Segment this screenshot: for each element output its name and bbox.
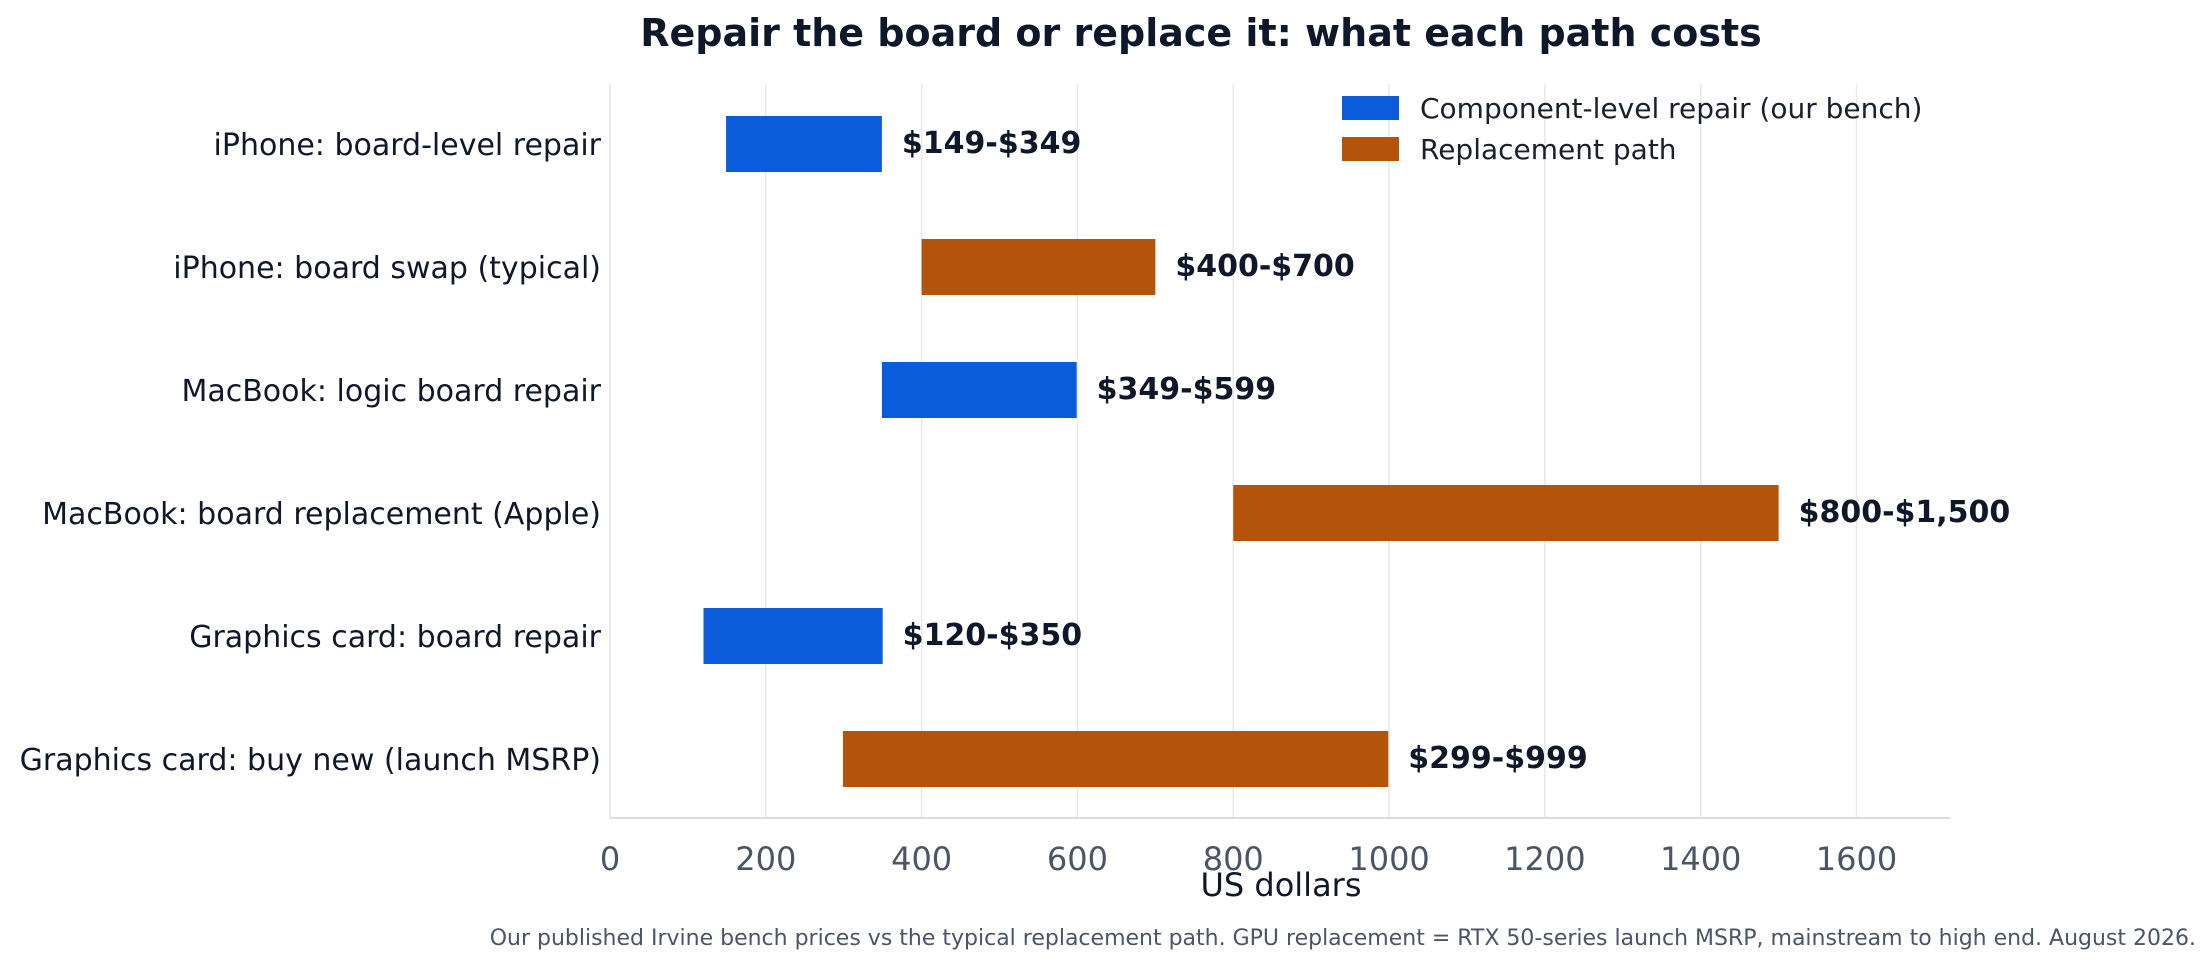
bar-value-label: $400-$700: [1175, 249, 1354, 284]
category-labels: iPhone: board-level repair iPhone: board …: [20, 128, 602, 778]
gridlines: [765, 84, 1858, 818]
x-tick-label: 1600: [1816, 840, 1897, 878]
bar-repair: [726, 116, 882, 172]
category-label: iPhone: board swap (typical): [173, 251, 601, 286]
category-label: MacBook: logic board repair: [181, 374, 601, 409]
category-label: MacBook: board replacement (Apple): [42, 497, 601, 532]
bar-value-label: $149-$349: [902, 126, 1081, 161]
footnote: Our published Irvine bench prices vs the…: [490, 926, 2196, 951]
x-tick-label: 1200: [1504, 840, 1585, 878]
bar-replacement: [1233, 485, 1779, 541]
bar-replacement: [842, 731, 1389, 787]
bars: [703, 116, 1779, 787]
x-axis-title: US dollars: [1200, 866, 1361, 904]
legend-label-replacement: Replacement path: [1420, 133, 1677, 166]
x-axis: 0 200 400 600 800 1000 1200 1400 1600: [600, 84, 1950, 878]
data-labels: $149-$349 $400-$700 $349-$599 $800-$1,500 $1…: [902, 126, 2010, 776]
category-label: iPhone: board-level repair: [214, 128, 602, 163]
x-tick-label: 600: [1047, 840, 1108, 878]
x-tick-label: 0: [600, 840, 620, 878]
legend-label-repair: Component-level repair (our bench): [1420, 92, 1922, 125]
category-label: Graphics card: board repair: [189, 620, 601, 655]
x-tick-label: 400: [891, 840, 952, 878]
bar-repair: [703, 608, 883, 664]
legend-swatch-repair: [1342, 96, 1399, 120]
bar-value-label: $800-$1,500: [1799, 495, 2011, 530]
bar-value-label: $299-$999: [1408, 741, 1587, 776]
x-tick-label: 1000: [1348, 840, 1429, 878]
x-tick-label: 800: [1203, 840, 1264, 878]
x-tick-label: 1400: [1660, 840, 1741, 878]
bar-value-label: $120-$350: [903, 618, 1082, 653]
bar-replacement: [921, 239, 1156, 295]
category-label: Graphics card: buy new (launch MSRP): [20, 743, 601, 778]
bar-repair: [881, 362, 1077, 418]
legend: Component-level repair (our bench) Replac…: [1342, 92, 1922, 166]
bar-value-label: $349-$599: [1097, 372, 1276, 407]
legend-swatch-replacement: [1342, 137, 1399, 161]
chart-title: Repair the board or replace it: what eac…: [640, 11, 1762, 55]
x-tick-label: 200: [735, 840, 796, 878]
